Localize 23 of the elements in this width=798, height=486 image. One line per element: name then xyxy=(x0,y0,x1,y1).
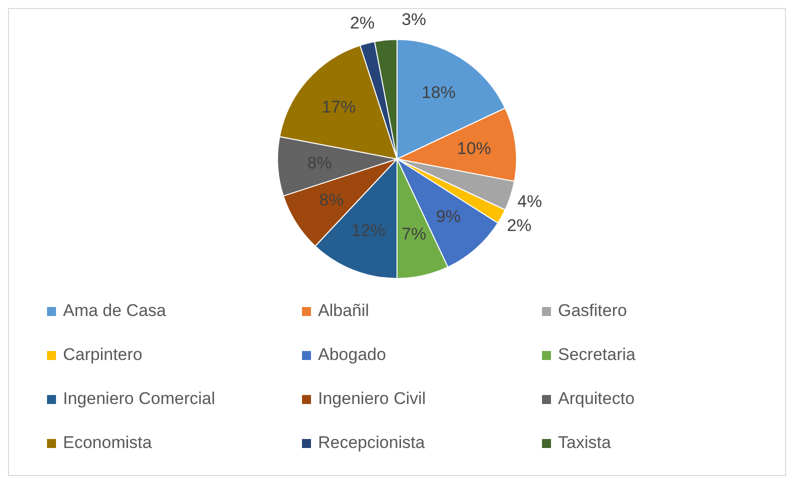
data-label: 4% xyxy=(517,192,542,211)
legend-label: Albañil xyxy=(318,301,370,321)
data-label: 3% xyxy=(402,10,426,29)
legend-label: Gasfitero xyxy=(558,301,627,321)
data-label: 12% xyxy=(351,220,386,240)
data-label: 17% xyxy=(322,97,356,116)
legend-label: Ingeniero Comercial xyxy=(63,389,216,409)
data-label: 7% xyxy=(402,224,426,244)
legend-label: Secretaria xyxy=(558,345,636,365)
data-label: 8% xyxy=(319,190,344,210)
legend-label: Recepcionista xyxy=(318,433,425,453)
data-label: 9% xyxy=(436,206,461,226)
data-label: 2% xyxy=(350,14,375,33)
data-label: 2% xyxy=(506,216,532,235)
legend-label: Abogado xyxy=(318,345,386,365)
data-label: 18% xyxy=(422,83,456,102)
legend-label: Carpintero xyxy=(63,345,142,365)
legend-label: Taxista xyxy=(558,433,611,453)
legend-label: Ingeniero Civil xyxy=(318,389,426,409)
data-label: 10% xyxy=(457,138,492,158)
legend-label: Economista xyxy=(63,433,152,453)
legend-label: Ama de Casa xyxy=(63,301,166,321)
legend-label: Arquitecto xyxy=(558,389,635,409)
